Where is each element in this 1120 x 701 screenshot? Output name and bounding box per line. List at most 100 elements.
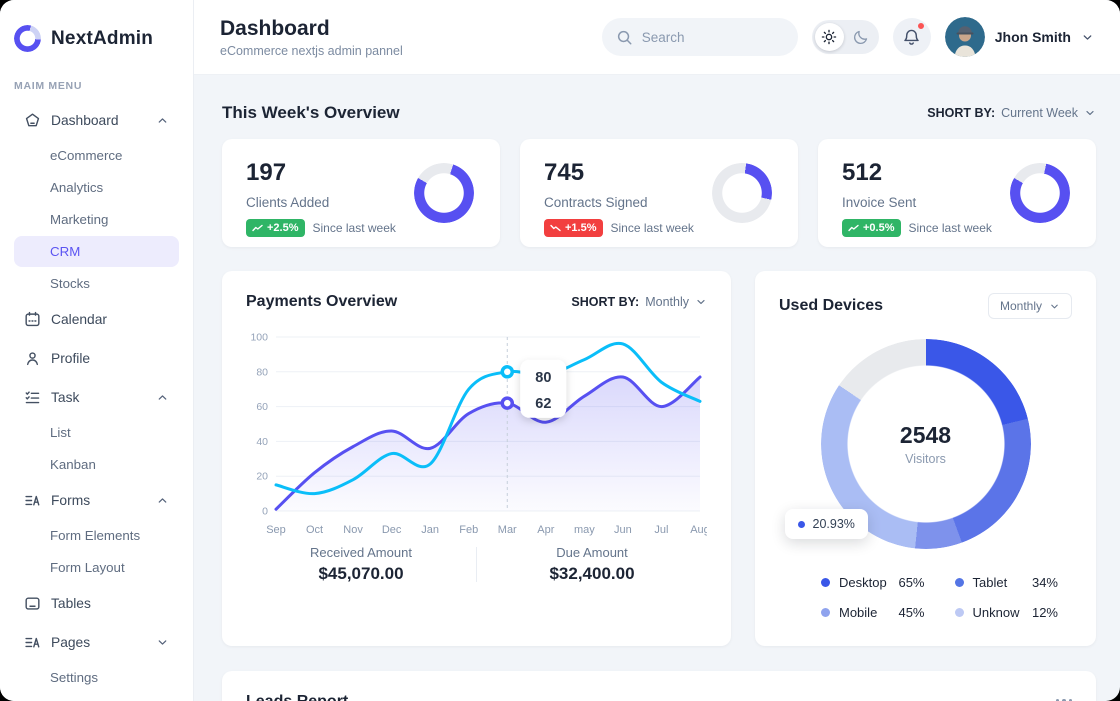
sidebar-subitem-kanban[interactable]: Kanban xyxy=(50,457,96,472)
stat-note: Since last week xyxy=(312,221,396,235)
legend-label: Desktop xyxy=(839,575,887,590)
chevron-down-icon xyxy=(1049,301,1060,312)
stat-note: Since last week xyxy=(610,221,694,235)
svg-text:40: 40 xyxy=(256,436,268,448)
stat-trend-row: +1.5% Since last week xyxy=(544,219,774,237)
chevron-up-icon xyxy=(156,391,169,404)
tooltip-value: 20.93% xyxy=(812,517,855,531)
search-input[interactable] xyxy=(641,29,784,45)
trend-badge: +0.5% xyxy=(842,219,901,237)
progress-ring xyxy=(414,163,474,223)
sidebar-subitem-list[interactable]: List xyxy=(50,425,71,440)
sidebar-item-tables[interactable]: Tables xyxy=(14,584,179,622)
main-area: Dashboard eCommerce nextjs admin pannel xyxy=(194,0,1120,701)
dark-mode-button[interactable] xyxy=(847,23,876,51)
sidebar-item-forms[interactable]: Forms xyxy=(14,481,179,519)
stat-card-clients-added: 197 Clients Added +2.5% Since last week xyxy=(222,139,500,247)
stat-label: Clients Added xyxy=(246,195,330,210)
svg-text:20: 20 xyxy=(256,471,268,483)
chart-tooltip: 80 62 xyxy=(520,359,567,418)
user-menu[interactable]: Jhon Smith xyxy=(944,17,1094,57)
devices-donut-chart: 2548 Visitors 20.93% xyxy=(784,339,1031,549)
visitors-label: Visitors xyxy=(905,452,946,466)
devices-period-select[interactable]: Monthly xyxy=(987,293,1072,319)
payments-overview-card: Payments Overview SHORT BY: Monthly 0 20 4… xyxy=(222,271,731,646)
search-box[interactable] xyxy=(601,18,798,56)
legend-dot-icon xyxy=(821,608,830,617)
devices-legend: Desktop 65% Tablet 34% Mobile 45% Unknow 12% xyxy=(779,575,1072,620)
chevron-down-icon xyxy=(156,636,169,649)
trend-up-icon xyxy=(252,224,263,232)
svg-text:62: 62 xyxy=(535,396,551,412)
received-amount-label: Received Amount xyxy=(310,545,412,560)
page-title: Dashboard xyxy=(220,16,330,40)
forms-icon xyxy=(24,492,41,509)
svg-text:Nov: Nov xyxy=(343,524,363,536)
user-icon xyxy=(24,350,41,367)
dots-menu-icon[interactable] xyxy=(1055,693,1072,701)
notification-badge xyxy=(916,22,925,30)
legend-dot-icon xyxy=(821,578,830,587)
payments-title: Payments Overview xyxy=(246,293,398,310)
legend-value: 65% xyxy=(898,575,925,590)
sidebar-item-pages[interactable]: Pages xyxy=(14,623,179,661)
stat-card-contracts-signed: 745 Contracts Signed +1.5% Since last week xyxy=(520,139,798,247)
svg-text:Jan: Jan xyxy=(421,524,439,536)
svg-text:Mar: Mar xyxy=(498,524,517,536)
sidebar-subitem-form-layout[interactable]: Form Layout xyxy=(50,560,125,575)
legend-value: 12% xyxy=(1031,605,1058,620)
sidebar-subitem-ecommerce[interactable]: eCommerce xyxy=(50,148,123,163)
due-amount-label: Due Amount xyxy=(556,545,628,560)
sidebar-item-label: Tables xyxy=(51,595,91,611)
search-icon xyxy=(616,29,633,46)
sidebar-subitem-stocks[interactable]: Stocks xyxy=(50,276,90,291)
light-mode-button[interactable] xyxy=(814,23,844,51)
logo-icon xyxy=(14,25,41,52)
sidebar-item-label: Profile xyxy=(51,350,91,366)
sidebar-item-dashboard[interactable]: Dashboard xyxy=(14,101,179,139)
chart-marker xyxy=(500,396,515,410)
tooltip-dot-icon xyxy=(797,520,805,528)
chevron-down-icon xyxy=(695,296,707,308)
notifications-button[interactable] xyxy=(892,18,931,56)
theme-toggle[interactable] xyxy=(811,20,879,54)
user-name: Jhon Smith xyxy=(994,29,1071,45)
page-heading: Dashboard eCommerce nextjs admin pannel xyxy=(220,17,403,58)
sidebar-item-label: Calendar xyxy=(51,311,107,327)
received-amount: Received Amount $45,070.00 xyxy=(246,545,476,584)
sidebar-item-profile[interactable]: Profile xyxy=(14,339,179,377)
sidebar-subitem-analytics[interactable]: Analytics xyxy=(50,180,104,195)
logo[interactable]: NextAdmin xyxy=(0,0,193,70)
progress-ring xyxy=(712,163,772,223)
legend-item-desktop: Desktop 65% xyxy=(821,575,925,590)
overview-header: This Week's Overview SHORT BY: Current W… xyxy=(222,103,1096,123)
sidebar-subitem-file-manager[interactable]: File Manager xyxy=(14,694,179,701)
sidebar-subitem-crm[interactable]: CRM xyxy=(14,236,179,267)
chevron-up-icon xyxy=(156,114,169,127)
avatar xyxy=(944,17,985,57)
sidebar-item-calendar[interactable]: Calendar xyxy=(14,300,179,338)
visitors-count: 2548 xyxy=(899,422,952,448)
stat-value: 197 xyxy=(246,159,287,186)
legend-item-mobile: Mobile 45% xyxy=(821,605,925,620)
page-subtitle: eCommerce nextjs admin pannel xyxy=(220,43,403,58)
moon-icon xyxy=(853,29,869,45)
sidebar-item-task[interactable]: Task xyxy=(14,378,179,416)
payments-sort-dropdown[interactable]: SHORT BY: Monthly xyxy=(571,295,707,309)
menu-section-label: MAIM MENU xyxy=(14,80,83,92)
sidebar-item-label: Forms xyxy=(51,492,91,508)
chevron-down-icon xyxy=(1081,31,1094,44)
sidebar-item-label: Task xyxy=(51,389,80,405)
sidebar-subitem-form-elements[interactable]: Form Elements xyxy=(50,528,141,543)
sort-value: Monthly xyxy=(645,295,689,309)
sidebar-subitem-marketing[interactable]: Marketing xyxy=(50,212,109,227)
legend-value: 45% xyxy=(898,605,925,620)
sidebar-subitem-settings[interactable]: Settings xyxy=(50,670,99,685)
trend-down-icon xyxy=(550,224,561,232)
dashboard-content: This Week's Overview SHORT BY: Current W… xyxy=(194,75,1120,701)
overview-sort-dropdown[interactable]: SHORT BY: Current Week xyxy=(927,106,1096,120)
donut-center: 2548 Visitors xyxy=(821,339,1031,549)
payments-line-chart: 0 20 40 60 80 100 Sep Oct Nov Dec Jan Feb Mar Apr may J… xyxy=(250,332,707,537)
legend-item-tablet: Tablet 34% xyxy=(954,575,1058,590)
